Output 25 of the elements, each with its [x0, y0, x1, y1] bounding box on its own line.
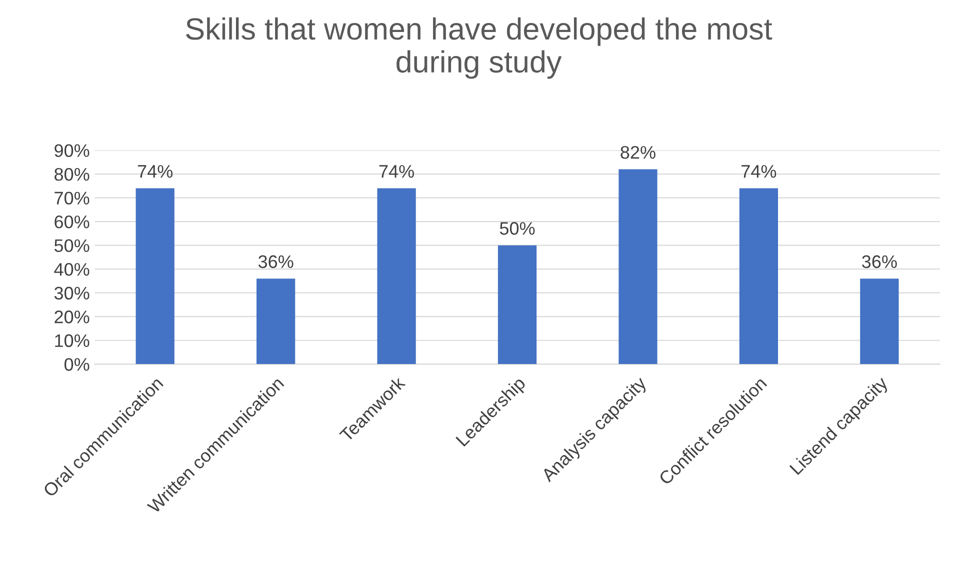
y-tick-label: 50% — [54, 239, 90, 252]
y-tick-label: 90% — [54, 144, 90, 157]
y-tick-label: 70% — [54, 192, 90, 205]
bar — [136, 188, 174, 364]
y-tick-label: 80% — [54, 168, 90, 181]
y-tick-label: 10% — [55, 334, 90, 348]
bar — [256, 278, 296, 364]
y-tick-label: 60% — [54, 216, 90, 228]
bar — [377, 188, 416, 364]
data-label: 74% — [742, 165, 776, 178]
bar — [739, 188, 778, 364]
bar — [860, 278, 899, 364]
bar — [618, 169, 658, 364]
data-label: 74% — [138, 165, 173, 178]
data-label: 74% — [379, 165, 414, 178]
data-label: 36% — [862, 255, 897, 268]
y-tick-label: 20% — [54, 310, 90, 324]
bar — [498, 245, 537, 364]
data-label: 82% — [620, 146, 656, 159]
chart-title: Skills that women have developed the most during study — [186, 17, 772, 79]
y-tick-label: 40% — [54, 263, 90, 276]
y-tick-label: 0% — [64, 358, 90, 371]
data-label: 50% — [500, 222, 535, 235]
data-label: 36% — [258, 255, 294, 268]
y-tick-label: 30% — [54, 286, 90, 300]
